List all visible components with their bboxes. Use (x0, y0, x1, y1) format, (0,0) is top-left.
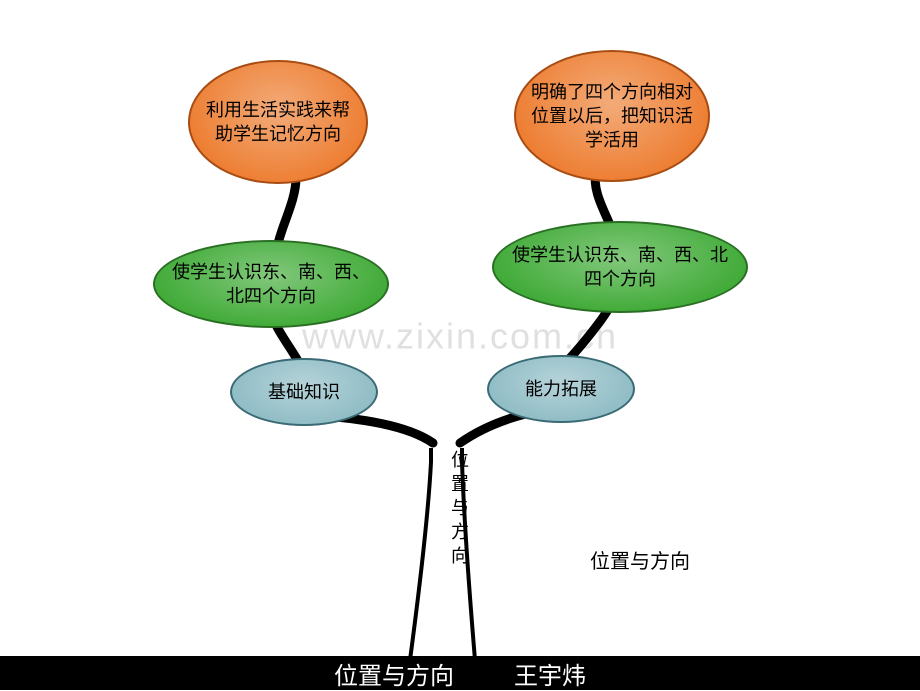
trunk-label: 位置与方向 (446, 450, 472, 570)
node-left-mid: 使学生认识东、南、西、北四个方向 (153, 240, 389, 328)
diagram-stems (0, 0, 920, 690)
footer-bar: 位置与方向 王宇炜 (0, 656, 920, 690)
side-label: 位置与方向 (590, 545, 690, 574)
footer-title: 位置与方向 (334, 656, 454, 691)
node-right-base-text: 能力拓展 (525, 377, 597, 401)
node-left-mid-text: 使学生认识东、南、西、北四个方向 (169, 260, 373, 309)
node-left-top: 利用生活实践来帮助学生记忆方向 (188, 60, 368, 184)
node-right-top: 明确了四个方向相对位置以后，把知识活学活用 (514, 50, 710, 182)
node-right-mid-text: 使学生认识东、南、西、北四个方向 (508, 243, 732, 292)
node-left-base: 基础知识 (230, 358, 378, 426)
node-right-top-text: 明确了四个方向相对位置以后，把知识活学活用 (530, 80, 694, 153)
node-left-top-text: 利用生活实践来帮助学生记忆方向 (206, 98, 350, 147)
node-right-base: 能力拓展 (487, 355, 635, 423)
node-left-base-text: 基础知识 (268, 380, 340, 404)
footer-author: 王宇炜 (514, 656, 586, 691)
node-right-mid: 使学生认识东、南、西、北四个方向 (492, 221, 748, 313)
